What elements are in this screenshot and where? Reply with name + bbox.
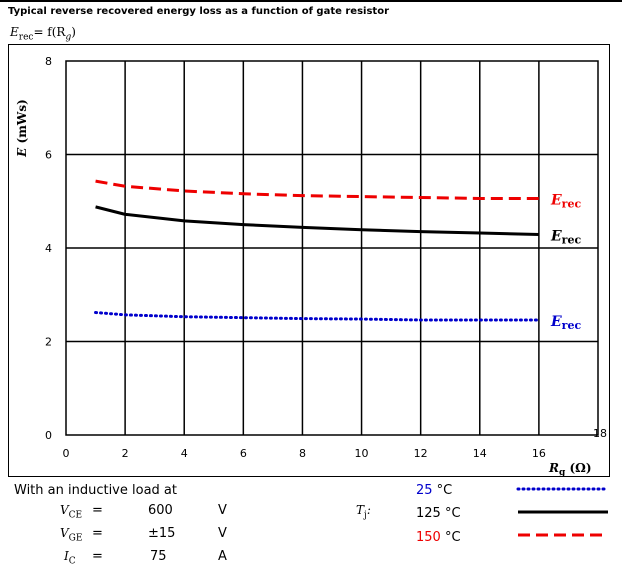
tj-symbol: Tj: [356, 503, 371, 521]
param-unit: V [218, 503, 227, 518]
formula-lhs-sub: rec [18, 32, 34, 43]
y-tick-label: 0 [45, 429, 52, 442]
param-value: 600 [148, 503, 173, 518]
param-value: ±15 [148, 526, 176, 541]
x-tick-label: 16 [532, 447, 546, 460]
param-value: 75 [150, 549, 167, 564]
x-tick-label: 8 [299, 447, 306, 460]
legend-temp-125: 125 °C [416, 506, 461, 521]
chart-frame [8, 44, 610, 477]
x-axis-label: Rg (Ω) [548, 461, 592, 478]
x-tick-label: 18 [593, 427, 607, 440]
param-eq: = [92, 503, 103, 518]
x-tick-label: 4 [181, 447, 188, 460]
formula-rhs: = f(R [33, 25, 66, 39]
x-tick-label: 10 [355, 447, 369, 460]
y-tick-label: 6 [45, 149, 52, 162]
legend-temp-25: 25 °C [416, 483, 453, 498]
chart-title: Typical reverse recovered energy loss as… [8, 6, 389, 17]
y-axis-label: E (mWs) [15, 99, 29, 158]
param-symbol: VCE [60, 503, 83, 521]
footer-intro: With an inductive load at [14, 483, 177, 498]
y-tick-label: 8 [45, 55, 52, 68]
param-symbol: IC [64, 549, 76, 567]
formula-rhs-sub: g [65, 32, 72, 43]
x-tick-label: 2 [122, 447, 129, 460]
x-tick-label: 0 [63, 447, 70, 460]
series-label: Erec [550, 192, 581, 210]
formula-lhs: E [10, 25, 19, 39]
param-eq: = [92, 526, 103, 541]
series-line-25 [94, 311, 541, 322]
series-line-125 [95, 205, 539, 236]
y-tick-label: 4 [45, 242, 52, 255]
param-symbol: VGE [60, 526, 83, 544]
param-unit: V [218, 526, 227, 541]
series-label: Erec [550, 314, 581, 332]
formula-close: ) [71, 25, 76, 39]
y-tick-label: 2 [45, 336, 52, 349]
series-label: Erec [550, 228, 581, 246]
x-tick-label: 14 [473, 447, 487, 460]
chart-formula: Erec= f(Rg) [10, 25, 76, 42]
top-rule [0, 0, 622, 2]
param-unit: A [218, 549, 227, 564]
x-tick-label: 12 [414, 447, 428, 460]
legend-temp-150: 150 °C [416, 530, 461, 545]
series-line-150 [95, 179, 539, 200]
x-tick-label: 6 [240, 447, 247, 460]
param-eq: = [92, 549, 103, 564]
